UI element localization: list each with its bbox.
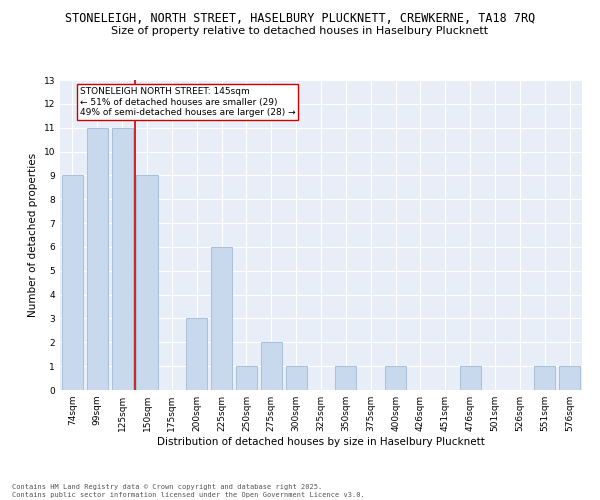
Bar (261, 342, 282, 390)
Text: STONELEIGH NORTH STREET: 145sqm
← 51% of detached houses are smaller (29)
49% of: STONELEIGH NORTH STREET: 145sqm ← 51% of… (80, 87, 296, 117)
X-axis label: Distribution of detached houses by size in Haselbury Plucknett: Distribution of detached houses by size … (157, 437, 485, 447)
Y-axis label: Number of detached properties: Number of detached properties (28, 153, 38, 317)
Text: STONELEIGH, NORTH STREET, HASELBURY PLUCKNETT, CREWKERNE, TA18 7RQ: STONELEIGH, NORTH STREET, HASELBURY PLUC… (65, 12, 535, 26)
Bar (534, 366, 555, 390)
Bar (385, 366, 406, 390)
Bar (236, 366, 257, 390)
Bar (559, 366, 580, 390)
Bar (87, 128, 108, 390)
Bar (211, 247, 232, 390)
Bar (335, 366, 356, 390)
Text: Size of property relative to detached houses in Haselbury Plucknett: Size of property relative to detached ho… (112, 26, 488, 36)
Bar (286, 366, 307, 390)
Bar (136, 176, 158, 390)
Bar (112, 128, 133, 390)
Bar (186, 318, 207, 390)
Text: Contains HM Land Registry data © Crown copyright and database right 2025.
Contai: Contains HM Land Registry data © Crown c… (12, 484, 365, 498)
Bar (62, 176, 83, 390)
Bar (460, 366, 481, 390)
